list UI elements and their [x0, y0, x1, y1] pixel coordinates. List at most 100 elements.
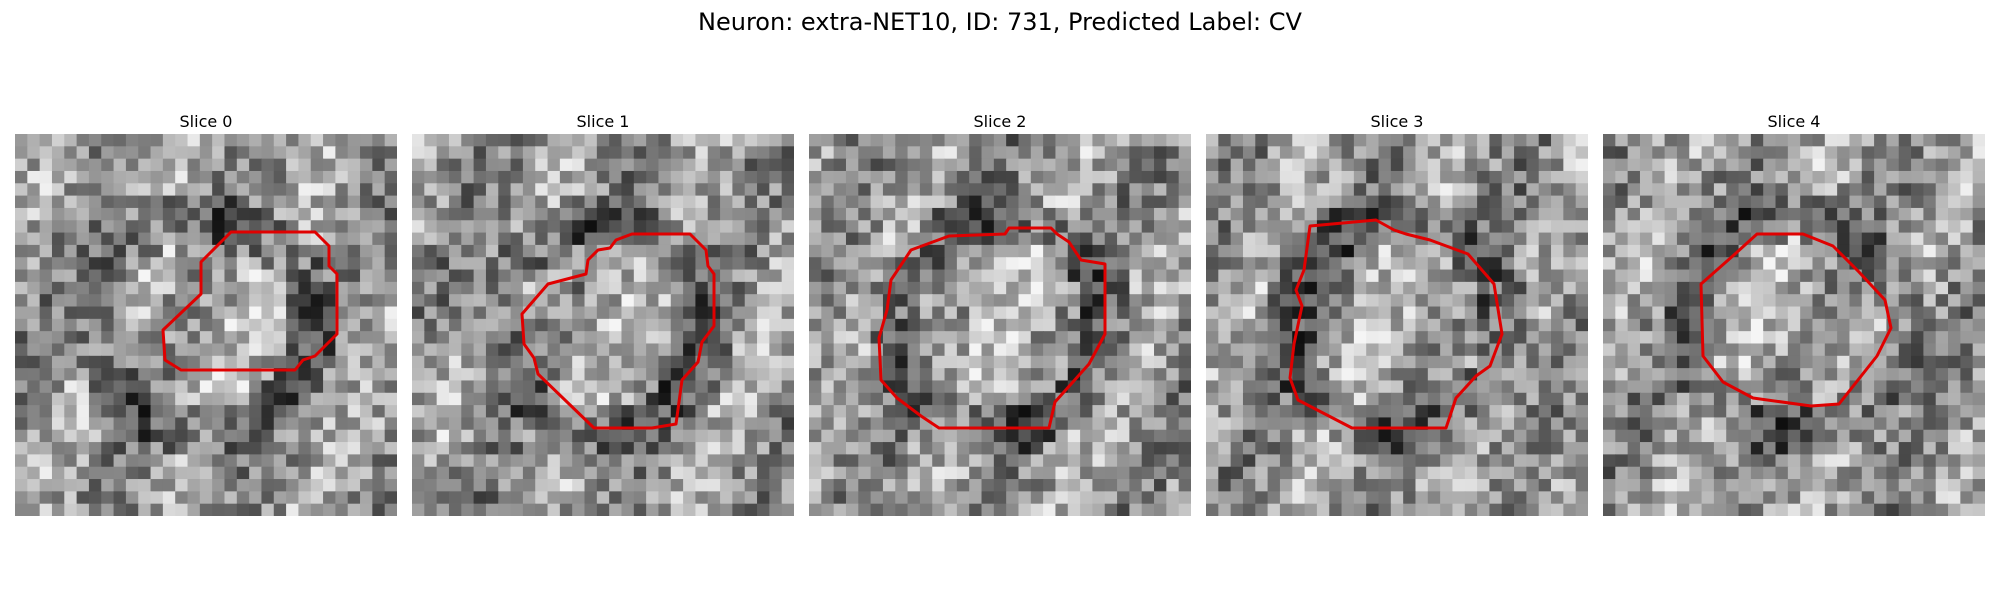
image-pixel — [1055, 405, 1069, 419]
image-pixel — [1104, 294, 1118, 308]
image-pixel — [1366, 134, 1380, 147]
image-pixel — [1615, 244, 1629, 258]
image-pixel — [559, 195, 573, 209]
image-pixel — [138, 269, 152, 283]
image-pixel — [932, 368, 946, 382]
image-pixel — [88, 380, 102, 394]
image-pixel — [1960, 294, 1974, 308]
image-pixel — [1563, 170, 1577, 184]
image-pixel — [1129, 170, 1143, 184]
image-pixel — [1129, 368, 1143, 382]
image-pixel — [424, 392, 438, 406]
image-pixel — [1166, 466, 1180, 480]
image-pixel — [1627, 417, 1641, 431]
image-pixel — [1551, 355, 1564, 369]
image-pixel — [1464, 207, 1478, 221]
image-pixel — [1378, 491, 1392, 505]
image-pixel — [273, 195, 287, 209]
image-pixel — [1551, 392, 1564, 406]
image-pixel — [1652, 429, 1666, 443]
image-pixel — [633, 170, 647, 184]
image-pixel — [895, 170, 909, 184]
image-pixel — [1750, 454, 1764, 468]
image-pixel — [809, 454, 822, 468]
image-pixel — [1676, 318, 1690, 332]
image-pixel — [609, 294, 623, 308]
image-pixel — [882, 232, 896, 246]
image-pixel — [1514, 429, 1527, 443]
image-pixel — [1824, 491, 1838, 505]
image-pixel — [1366, 306, 1380, 320]
image-pixel — [286, 479, 300, 492]
image-pixel — [448, 392, 462, 406]
image-pixel — [1935, 380, 1949, 394]
image-pixel — [347, 257, 361, 271]
image-pixel — [76, 466, 90, 480]
image-pixel — [695, 281, 709, 295]
image-pixel — [1849, 294, 1863, 308]
image-pixel — [956, 207, 970, 221]
image-pixel — [1006, 294, 1020, 308]
image-pixel — [88, 429, 102, 443]
image-pixel — [39, 281, 53, 295]
image-pixel — [907, 331, 921, 345]
image-pixel — [1812, 503, 1826, 516]
image-pixel — [744, 355, 758, 369]
image-pixel — [809, 134, 822, 147]
image-pixel — [845, 343, 859, 357]
image-pixel — [1206, 183, 1219, 197]
image-pixel — [224, 417, 238, 431]
image-pixel — [310, 503, 324, 516]
image-pixel — [15, 294, 28, 308]
image-pixel — [1055, 281, 1069, 295]
image-pixel — [1800, 442, 1814, 455]
image-pixel — [781, 343, 794, 357]
image-pixel — [969, 244, 983, 258]
image-pixel — [384, 442, 397, 455]
image-pixel — [347, 355, 361, 369]
image-pixel — [1366, 454, 1380, 468]
image-pixel — [1178, 294, 1191, 308]
image-pixel — [412, 269, 425, 283]
image-pixel — [125, 244, 139, 258]
image-pixel — [1353, 232, 1367, 246]
image-pixel — [310, 281, 324, 295]
image-pixel — [1230, 479, 1244, 492]
image-pixel — [436, 417, 450, 431]
image-pixel — [1166, 170, 1180, 184]
image-pixel — [1837, 195, 1851, 209]
image-pixel — [919, 442, 933, 455]
image-pixel — [162, 429, 176, 443]
image-pixel — [1117, 146, 1130, 160]
image-pixel — [162, 380, 176, 394]
image-pixel — [646, 158, 660, 172]
image-pixel — [744, 207, 758, 221]
image-pixel — [870, 294, 884, 308]
image-pixel — [932, 294, 946, 308]
image-pixel — [412, 466, 425, 480]
image-pixel — [1452, 183, 1466, 197]
image-pixel — [310, 331, 324, 345]
image-pixel — [1218, 134, 1232, 147]
image-pixel — [1886, 331, 1900, 345]
image-pixel — [1043, 195, 1057, 209]
image-pixel — [683, 294, 697, 308]
image-pixel — [1067, 306, 1081, 320]
image-pixel — [1898, 466, 1912, 480]
image-pixel — [584, 294, 598, 308]
image-pixel — [646, 503, 660, 516]
image-pixel — [1775, 417, 1789, 431]
image-pixel — [1279, 405, 1293, 419]
image-pixel — [1726, 491, 1740, 505]
image-pixel — [1738, 491, 1752, 505]
image-pixel — [1178, 281, 1191, 295]
image-pixel — [1267, 380, 1281, 394]
image-pixel — [1403, 170, 1417, 184]
image-pixel — [1563, 294, 1577, 308]
image-pixel — [1689, 134, 1703, 147]
image-pixel — [113, 405, 127, 419]
image-pixel — [424, 355, 438, 369]
image-pixel — [1812, 417, 1826, 431]
image-pixel — [347, 503, 361, 516]
image-pixel — [1390, 269, 1404, 283]
